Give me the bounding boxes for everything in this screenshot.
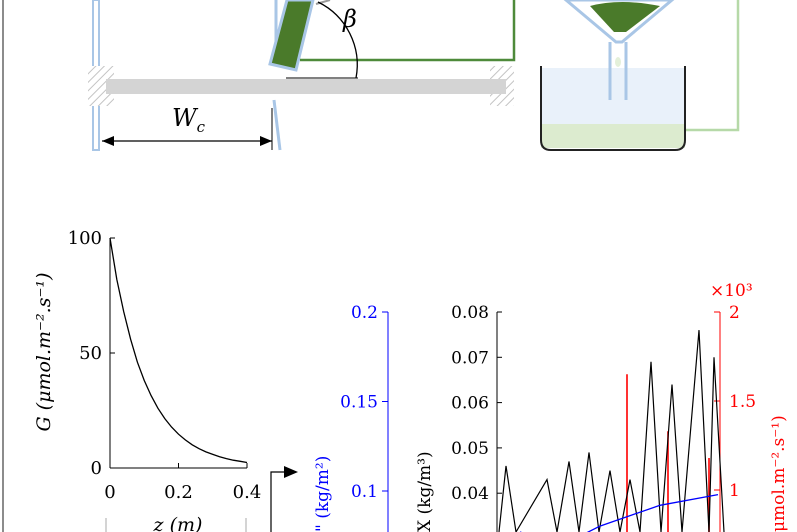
width-label: Wc	[172, 104, 206, 136]
chart1-x-tick-label: 0	[104, 482, 115, 503]
funnel-slurry	[590, 2, 660, 32]
chart1-y-tick-label: 50	[79, 343, 102, 364]
chart2-blue-series	[520, 493, 719, 532]
link-arrow	[270, 466, 298, 532]
chart2-black-label: X (kg/m³)	[415, 451, 435, 532]
chart2-red-label: μmol.m⁻².s⁻¹)	[769, 415, 789, 532]
chart2-black-tick-label: 0.04	[451, 484, 489, 504]
chart2-red-tick-label: 1	[729, 481, 740, 501]
chart2-black-tick-label: 0.08	[451, 303, 489, 323]
chart1-y-label: G (μmol.m⁻².s⁻¹)	[33, 272, 55, 431]
inclined-panel	[268, 0, 315, 72]
chart2-red-series	[626, 374, 710, 532]
chart2-red-tick-label: 2	[729, 303, 740, 323]
horizontal-rod	[106, 79, 506, 94]
light-green-wire	[686, 0, 740, 132]
chart2-black-tick-label: 0.06	[451, 394, 489, 414]
chart1-x-tick-label: 0.4	[233, 482, 262, 503]
chart2-blue-tick-label: 0.15	[340, 393, 378, 413]
chart2-blue-tick-label: 0.1	[351, 482, 378, 502]
chart2-blue-tick-label: 0.2	[351, 303, 378, 323]
chart2-red-tick-label: 1.5	[729, 392, 756, 412]
beaker-glass	[541, 68, 685, 124]
dimension-arrow-left	[102, 136, 114, 146]
dimension-arrow-right	[260, 136, 272, 146]
chart2-black-series	[498, 330, 725, 532]
chart1-x-tick-label: 0.2	[164, 482, 193, 503]
green-wire	[300, 0, 516, 62]
angle-label: β	[342, 5, 357, 33]
chart-biomass-timeseries: 0.1 0.15 0.2 " (kg/m²) 0.04 0.05 0.06 0.07 0.0…	[313, 281, 789, 532]
chart-light-profile: 0 50 100 0 0.2 0.4 G (μmol.m⁻².s⁻¹) z (m)	[33, 228, 261, 532]
chart1-y-tick-label: 100	[68, 228, 102, 249]
beaker-liquid	[541, 124, 685, 148]
glass-wall-right-lower	[272, 99, 282, 151]
chart1-series-line	[109, 237, 248, 464]
chart1-y-tick-label: 0	[91, 458, 102, 479]
beaker	[540, 66, 686, 151]
chart2-black-tick-label: 0.05	[451, 439, 489, 459]
chart1-x-label: z (m)	[153, 514, 203, 532]
panel-top-dash	[315, 0, 331, 5]
chart2-red-exponent: ×10³	[710, 281, 753, 301]
angle-arc	[317, 1, 358, 79]
droplet	[615, 57, 621, 67]
apparatus-diagram: β Wc	[88, 0, 740, 151]
chart2-black-tick-label: 0.07	[451, 348, 489, 368]
chart2-blue-label: " (kg/m²)	[313, 456, 333, 532]
